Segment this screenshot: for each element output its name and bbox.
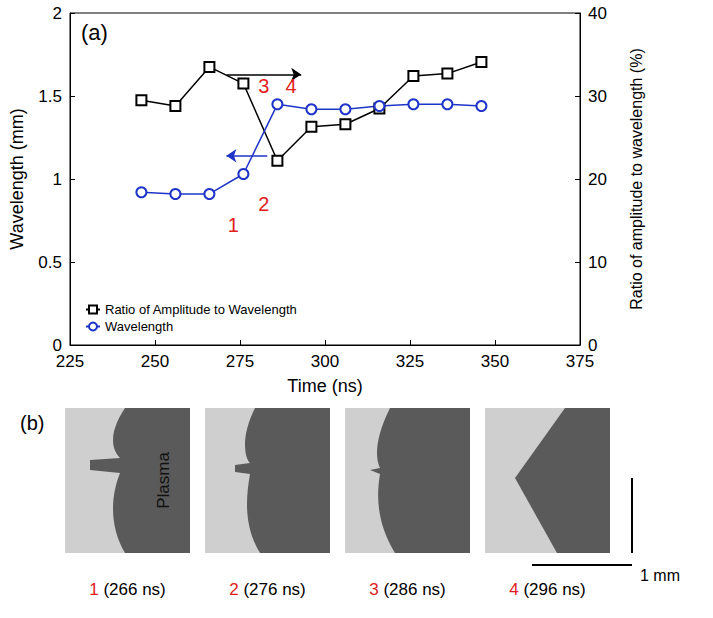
svg-text:Ratio of Amplitude to Waveleng: Ratio of Amplitude to Wavelength (105, 302, 297, 317)
svg-text:2: 2 (258, 193, 269, 215)
svg-text:Plasma: Plasma (154, 452, 173, 509)
svg-text:2 (276 ns): 2 (276 ns) (229, 580, 306, 599)
svg-text:4: 4 (285, 75, 296, 97)
svg-text:325: 325 (396, 352, 424, 371)
svg-text:1: 1 (228, 214, 239, 236)
svg-text:0: 0 (588, 335, 598, 355)
svg-text:250: 250 (141, 352, 169, 371)
svg-text:Wavelength (mm): Wavelength (mm) (7, 108, 27, 249)
svg-text:0: 0 (52, 335, 62, 355)
svg-text:1.5: 1.5 (38, 87, 62, 106)
svg-text:1: 1 (53, 170, 62, 189)
svg-text:30: 30 (588, 87, 607, 106)
svg-text:3 (286 ns): 3 (286 ns) (369, 580, 446, 599)
svg-text:20: 20 (588, 170, 607, 189)
svg-text:1 (266 ns): 1 (266 ns) (89, 580, 166, 599)
svg-text:Wavelength: Wavelength (105, 319, 173, 334)
svg-text:350: 350 (481, 352, 509, 371)
svg-text:40: 40 (588, 4, 607, 23)
svg-text:275: 275 (226, 352, 254, 371)
svg-text:4 (296 ns): 4 (296 ns) (509, 580, 586, 599)
svg-text:(b): (b) (20, 412, 44, 434)
svg-text:Ratio of amplitude to waveleng: Ratio of amplitude to wavelength (%) (628, 48, 645, 309)
svg-text:3: 3 (258, 75, 269, 97)
svg-text:2: 2 (53, 4, 62, 23)
svg-text:300: 300 (311, 352, 339, 371)
svg-text:0.5: 0.5 (38, 253, 62, 272)
svg-text:10: 10 (588, 253, 607, 272)
svg-text:225: 225 (56, 352, 84, 371)
svg-text:1 mm: 1 mm (640, 567, 680, 584)
svg-text:(a): (a) (81, 20, 108, 45)
svg-text:375: 375 (566, 352, 594, 371)
svg-text:Time (ns): Time (ns) (287, 376, 362, 396)
